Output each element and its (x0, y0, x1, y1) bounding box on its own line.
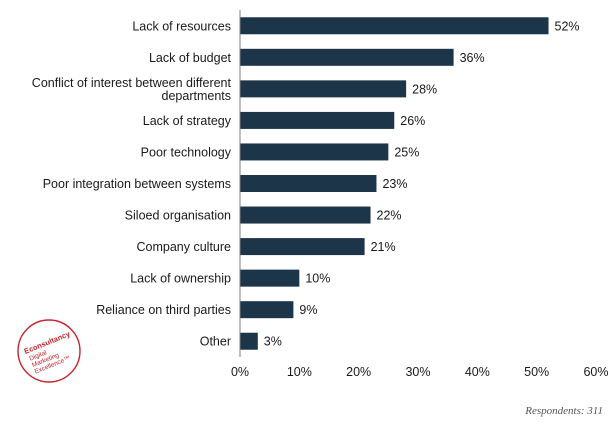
bar (240, 111, 395, 129)
value-label: 25% (394, 145, 419, 159)
value-label: 36% (460, 51, 485, 65)
respondents-footnote: Respondents: 311 (525, 405, 603, 417)
x-tick-label: 10% (287, 365, 312, 379)
value-label: 28% (412, 82, 437, 96)
category-label: Lack of budget (149, 51, 232, 65)
category-label: Poor technology (141, 145, 232, 159)
x-axis-ticks: 0% 10% 20% 30% 40% 50% 60% (231, 365, 609, 379)
x-tick-label: 30% (405, 365, 430, 379)
category-label: Reliance on third parties (96, 303, 231, 317)
bars (240, 17, 549, 350)
bar (240, 301, 294, 319)
bar (240, 332, 258, 350)
value-label: 21% (371, 240, 396, 254)
bar (240, 175, 377, 192)
category-label: Other (200, 335, 231, 349)
value-label: 10% (305, 272, 330, 286)
bar (240, 269, 300, 287)
x-tick-label: 60% (583, 365, 608, 379)
category-label: Lack of ownership (130, 272, 231, 286)
category-labels: Lack of resources Lack of budget Conflict … (32, 19, 232, 348)
value-label: 9% (299, 303, 317, 317)
value-label: 3% (264, 335, 282, 349)
bar (240, 17, 549, 35)
value-labels: 52% 36% 28% 26% 25% 23% 22% 21% 10% 9% 3% (264, 19, 580, 348)
econsultancy-logo: Econsultancy Digital Marketing Excellenc… (17, 319, 81, 383)
bar (240, 80, 407, 98)
category-label: Conflict of interest between different de… (32, 76, 232, 103)
category-label: Poor integration between systems (43, 177, 231, 191)
x-tick-label: 50% (524, 365, 549, 379)
x-tick-label: 0% (231, 365, 249, 379)
bar (240, 238, 365, 256)
category-label: Siloed organisation (125, 209, 231, 223)
value-label: 23% (382, 177, 407, 191)
value-label: 26% (400, 114, 425, 128)
category-label: Lack of resources (132, 19, 231, 33)
x-tick-label: 20% (346, 365, 371, 379)
value-label: 22% (377, 209, 402, 223)
value-label: 52% (555, 19, 580, 33)
category-label: Company culture (137, 240, 232, 254)
x-tick-label: 40% (465, 365, 490, 379)
bar (240, 48, 454, 66)
bar (240, 206, 371, 224)
category-label: Lack of strategy (143, 114, 232, 128)
bar (240, 143, 389, 161)
